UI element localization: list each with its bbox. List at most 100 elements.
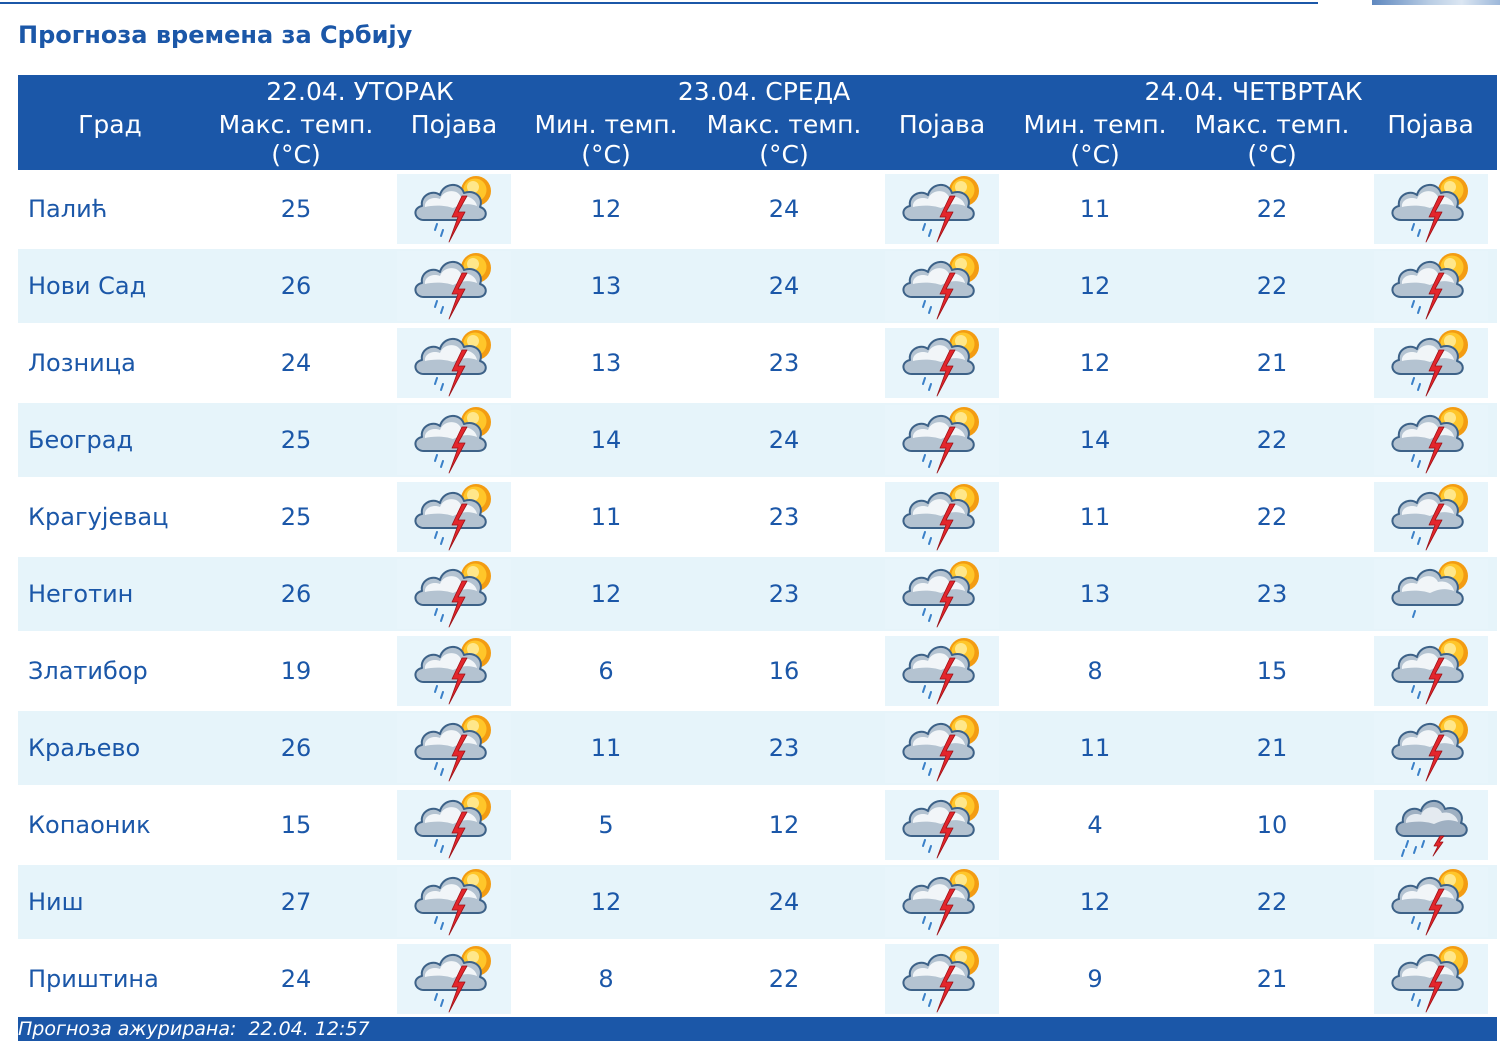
- day-3-max-temp: 10: [1180, 786, 1365, 863]
- raindrops: [922, 992, 933, 1007]
- raindrops: [922, 222, 933, 237]
- header-day-2-phenomenon: Појава: [874, 108, 1011, 170]
- cloud: [414, 414, 487, 452]
- partly-cloudy-thunderstorm-icon: [397, 327, 511, 398]
- day-3-min-temp: 11: [1010, 478, 1181, 555]
- day-2-min-temp: 5: [518, 786, 695, 863]
- day-2-min-temp: 8: [518, 940, 695, 1017]
- column-label: Мин. темп.: [534, 110, 678, 139]
- lightning-bolt: [448, 195, 468, 242]
- header-day-3-date: 24.04. ЧЕТВРТАК: [1010, 75, 1498, 108]
- cloud: [414, 876, 487, 914]
- raindrops: [1410, 915, 1421, 930]
- raindrops: [1410, 453, 1421, 468]
- header-city: Град: [18, 75, 202, 170]
- day-1-weather-cell: [390, 170, 519, 247]
- partly-cloudy-thunderstorm-icon: [1373, 866, 1488, 937]
- cloud: [902, 337, 975, 375]
- lightning-bolt: [448, 580, 468, 627]
- raindrops: [1410, 222, 1421, 237]
- city-name: Ниш: [18, 863, 202, 940]
- day-1-weather-cell: [390, 247, 519, 324]
- raindrops: [434, 530, 444, 545]
- day-3-max-temp: 21: [1180, 709, 1365, 786]
- column-label: Макс. темп.: [218, 110, 374, 139]
- day-2-weather-cell: [874, 401, 1011, 478]
- raindrops: [922, 530, 933, 545]
- city-name: Палић: [18, 170, 202, 247]
- partly-cloudy-thunderstorm-icon: [885, 558, 1000, 629]
- raindrops: [434, 838, 444, 853]
- day-2-min-temp: 13: [518, 324, 695, 401]
- partly-cloudy-thunderstorm-icon: [1373, 327, 1488, 398]
- banner-image-fragment: [1372, 0, 1500, 5]
- column-unit: (°C): [271, 140, 321, 169]
- partly-cloudy-thunderstorm-icon: [397, 404, 511, 475]
- header-cell-content: Макс. темп. (°C): [202, 108, 390, 170]
- partly-cloudy-thunderstorm-icon: [1373, 943, 1488, 1014]
- day-3-max-temp: 21: [1180, 324, 1365, 401]
- table-row: Копаоник 15 5 12 4 10: [18, 786, 1498, 863]
- partly-cloudy-thunderstorm-icon: [885, 327, 1000, 398]
- cloud: [414, 260, 487, 298]
- day-1-weather-cell: [390, 786, 519, 863]
- raindrops: [922, 376, 933, 391]
- partly-cloudy-thunderstorm-icon: [1373, 404, 1488, 475]
- raindrops: [922, 684, 933, 699]
- header-cell-content: Појава: [1364, 108, 1497, 140]
- cloud: [1391, 876, 1464, 914]
- day-2-weather-cell: [874, 170, 1011, 247]
- partly-cloudy-thunderstorm-icon: [885, 866, 1000, 937]
- cloud: [414, 645, 487, 683]
- raindrops: [1410, 530, 1421, 545]
- raindrops: [434, 607, 444, 622]
- partly-cloudy-thunderstorm-icon: [397, 866, 511, 937]
- column-unit: (°C): [581, 140, 631, 169]
- day-2-min-temp: 11: [518, 478, 695, 555]
- day-1-weather-cell: [390, 401, 519, 478]
- day-3-max-temp: 22: [1180, 401, 1365, 478]
- day-2-max-temp: 24: [694, 170, 875, 247]
- day-3-max-temp: 22: [1180, 170, 1365, 247]
- cloud: [902, 799, 975, 837]
- table-row: Краљево 26 11 23 11 21: [18, 709, 1498, 786]
- partly-cloudy-thunderstorm-icon: [1373, 481, 1488, 552]
- partly-cloudy-thunderstorm-icon: [397, 173, 511, 244]
- cloud: [1391, 722, 1464, 760]
- lightning-bolt: [1425, 888, 1444, 935]
- updated-label: Прогноза ажурирана:: [18, 1018, 237, 1040]
- column-unit: (°C): [759, 140, 809, 169]
- day-2-min-temp: 6: [518, 632, 695, 709]
- forecast-updated-bar: Прогноза ажурирана: 22.04. 12:57: [18, 1017, 1497, 1041]
- cloud: [414, 722, 487, 760]
- column-label: Појава: [1387, 110, 1474, 139]
- cloud: [1391, 414, 1464, 452]
- day-1-weather-cell: [390, 555, 519, 632]
- header-cell-content: Појава: [874, 108, 1010, 140]
- partly-cloudy-thunderstorm-icon: [885, 712, 1000, 783]
- partly-cloudy-thunderstorm-icon: [1373, 173, 1488, 244]
- partly-cloudy-thunderstorm-icon: [885, 481, 1000, 552]
- day-3-weather-cell: [1364, 709, 1498, 786]
- cloud: [1391, 260, 1464, 298]
- header-cell-content: Мин. темп. (°C): [518, 108, 694, 170]
- day-2-min-temp: 12: [518, 863, 695, 940]
- day-2-max-temp: 24: [694, 247, 875, 324]
- day-1-weather-cell: [390, 863, 519, 940]
- header-day-1-phenomenon: Појава: [390, 108, 519, 170]
- day-1-max-temp: 26: [202, 555, 390, 632]
- lightning-bolt: [936, 888, 956, 935]
- day-1-max-temp: 25: [202, 401, 390, 478]
- city-name: Београд: [18, 401, 202, 478]
- table-row: Неготин 26 12 23 13 23: [18, 555, 1498, 632]
- lightning-bolt: [1432, 835, 1444, 856]
- lightning-bolt: [448, 734, 468, 781]
- lightning-bolt: [448, 503, 468, 550]
- updated-timestamp: 22.04. 12:57: [248, 1018, 370, 1040]
- cloud: [414, 491, 487, 529]
- header-day-3-min-temp: Мин. темп. (°C): [1010, 108, 1181, 170]
- lightning-bolt: [1425, 734, 1444, 781]
- day-1-max-temp: 26: [202, 709, 390, 786]
- raindrops: [922, 453, 933, 468]
- cloud: [902, 568, 975, 606]
